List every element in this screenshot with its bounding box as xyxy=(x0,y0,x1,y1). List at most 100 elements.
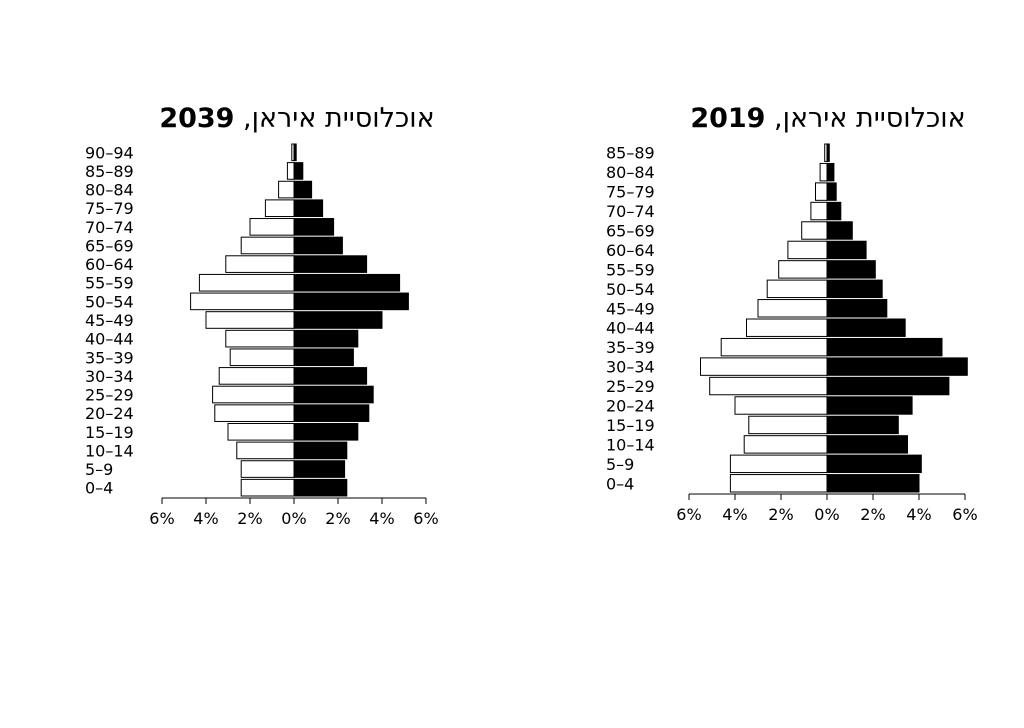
age-group-label: 25–29 xyxy=(606,377,655,396)
chart-title-year: 2039 xyxy=(159,103,234,134)
bar-right-65–69 xyxy=(826,221,853,240)
age-group-label: 45–49 xyxy=(606,299,655,318)
pyramid-2019: אוכלוסיית איראן, 2019 0–45–910–1415–1920… xyxy=(606,103,978,524)
bar-right-90–94 xyxy=(293,143,297,162)
x-tick-label: 4% xyxy=(193,509,218,528)
age-group-label: 35–39 xyxy=(606,338,655,357)
bar-left-10–14 xyxy=(743,435,828,454)
age-group-label: 45–49 xyxy=(85,311,134,330)
bar-right-70–74 xyxy=(826,201,842,221)
chart-title-2019: אוכלוסיית איראן, 2019 xyxy=(690,103,965,134)
age-group-label: 65–69 xyxy=(606,222,655,241)
age-group-label: 35–39 xyxy=(85,348,134,367)
bar-right-35–39 xyxy=(293,348,354,367)
x-tick-label: 0% xyxy=(281,509,306,528)
chart-title-year: 2019 xyxy=(690,103,765,134)
x-tick-label: 6% xyxy=(413,509,438,528)
age-group-label: 65–69 xyxy=(85,236,134,255)
bar-right-75–79 xyxy=(826,182,837,201)
bar-right-85–89 xyxy=(293,162,304,180)
bar-left-45–49 xyxy=(757,299,828,318)
x-tick-label: 6% xyxy=(149,509,174,528)
age-group-label: 55–59 xyxy=(85,274,134,293)
bar-left-65–69 xyxy=(240,236,295,255)
bar-left-80–84 xyxy=(278,180,295,199)
bar-left-25–29 xyxy=(709,376,828,396)
bar-left-45–49 xyxy=(205,311,295,329)
bar-left-60–64 xyxy=(787,240,828,260)
bar-left-60–64 xyxy=(225,255,295,273)
bar-left-65–69 xyxy=(801,221,828,240)
age-group-label: 50–54 xyxy=(606,280,655,299)
bar-right-60–64 xyxy=(293,255,368,273)
bar-right-65–69 xyxy=(293,236,343,255)
bar-left-15–19 xyxy=(227,422,295,441)
bar-left-85–89 xyxy=(286,162,295,180)
bar-left-5–9 xyxy=(240,460,295,478)
bar-right-35–39 xyxy=(826,337,943,357)
bar-right-30–34 xyxy=(293,367,368,385)
age-group-label: 30–34 xyxy=(85,367,134,386)
chart-title-text: אוכלוסיית איראן, xyxy=(234,103,434,134)
x-tick-label: 2% xyxy=(768,505,793,524)
age-group-label: 20–24 xyxy=(606,397,655,416)
bar-right-20–24 xyxy=(826,396,913,415)
x-tick-label: 4% xyxy=(906,505,931,524)
bar-right-55–59 xyxy=(826,260,876,279)
age-group-label: 90–94 xyxy=(85,143,134,162)
bar-right-80–84 xyxy=(826,162,835,182)
age-group-label: 85–89 xyxy=(606,144,655,163)
bar-left-40–44 xyxy=(746,318,828,337)
age-group-label: 80–84 xyxy=(606,163,655,182)
bar-left-75–79 xyxy=(815,182,828,201)
bar-left-30–34 xyxy=(700,357,828,376)
bar-left-40–44 xyxy=(225,329,295,348)
bar-left-30–34 xyxy=(218,367,295,385)
bar-right-15–19 xyxy=(826,415,899,435)
bar-right-20–24 xyxy=(293,404,370,422)
bar-right-5–9 xyxy=(826,454,922,474)
bar-left-20–24 xyxy=(734,396,828,415)
bar-left-15–19 xyxy=(748,415,828,435)
bar-left-70–74 xyxy=(249,218,295,236)
bar-left-75–79 xyxy=(264,199,295,218)
bar-left-20–24 xyxy=(214,404,295,422)
bar-right-15–19 xyxy=(293,422,359,441)
x-tick-label: 4% xyxy=(722,505,747,524)
bar-right-60–64 xyxy=(826,240,867,260)
bar-left-0–4 xyxy=(729,474,828,493)
age-group-label: 0–4 xyxy=(606,474,634,493)
x-tick-label: 2% xyxy=(325,509,350,528)
age-group-label: 15–19 xyxy=(606,416,655,435)
age-group-label: 55–59 xyxy=(606,260,655,279)
age-group-label: 5–9 xyxy=(606,455,634,474)
age-group-label: 60–64 xyxy=(85,255,134,274)
bar-left-10–14 xyxy=(236,441,295,460)
bar-right-25–29 xyxy=(826,376,950,396)
bar-right-85–89 xyxy=(826,143,830,162)
bar-right-0–4 xyxy=(293,478,348,497)
age-group-label: 80–84 xyxy=(85,181,134,200)
age-group-label: 75–79 xyxy=(85,199,134,218)
bar-right-0–4 xyxy=(826,474,920,493)
bar-right-50–54 xyxy=(826,279,883,299)
bar-left-50–54 xyxy=(190,292,295,311)
age-group-label: 85–89 xyxy=(85,162,134,181)
pyramid-2039: אוכלוסיית איראן, 2039 0–45–910–1415–1920… xyxy=(85,103,439,528)
bar-right-10–14 xyxy=(826,435,908,454)
chart-title-text: אוכלוסיית איראן, xyxy=(765,103,965,134)
bar-right-80–84 xyxy=(293,180,313,199)
age-group-label: 40–44 xyxy=(606,319,655,338)
bar-right-30–34 xyxy=(826,357,968,376)
bar-right-50–54 xyxy=(293,292,409,311)
age-group-label: 70–74 xyxy=(85,218,134,237)
bar-right-45–49 xyxy=(826,299,888,318)
age-group-label: 25–29 xyxy=(85,386,134,405)
bar-left-80–84 xyxy=(819,162,828,182)
age-group-label: 20–24 xyxy=(85,404,134,423)
age-group-label: 10–14 xyxy=(606,435,655,454)
bar-left-0–4 xyxy=(240,478,295,497)
bar-left-55–59 xyxy=(198,273,295,292)
